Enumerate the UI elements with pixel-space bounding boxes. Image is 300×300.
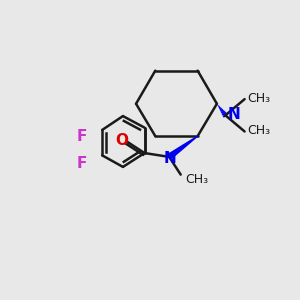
- Text: CH₃: CH₃: [247, 92, 270, 105]
- Text: N: N: [164, 151, 176, 166]
- Text: CH₃: CH₃: [247, 124, 270, 137]
- Polygon shape: [168, 136, 198, 159]
- Text: CH₃: CH₃: [185, 173, 208, 187]
- Text: F: F: [77, 129, 87, 144]
- Text: F: F: [77, 156, 87, 171]
- Text: N: N: [228, 107, 240, 122]
- Text: O: O: [115, 133, 128, 148]
